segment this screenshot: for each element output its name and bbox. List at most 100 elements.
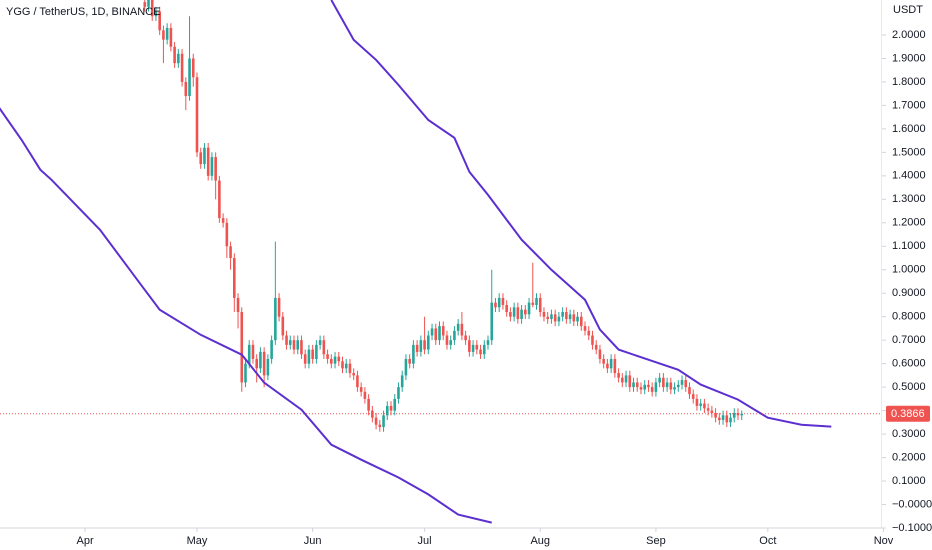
y-tick-label: 0.8000 — [892, 311, 926, 323]
candle-body — [662, 377, 665, 388]
candle-body — [676, 384, 680, 388]
y-tick-label: 0.3000 — [892, 428, 926, 440]
y-tick-label: 1.7000 — [892, 99, 926, 111]
y-tick-label: 1.5000 — [892, 146, 926, 158]
candle-body — [497, 297, 501, 308]
candle-body — [165, 27, 169, 40]
candle-body — [531, 302, 535, 305]
candle-body — [624, 375, 628, 383]
x-tick-label: May — [187, 535, 208, 547]
y-axis-label: USDT — [893, 4, 923, 16]
axes: 2.0000 1.9000 1.8000 1.7000 1.6000 1.5000 1.40… — [77, 29, 932, 547]
candle-body — [706, 408, 710, 411]
candle-body — [330, 358, 333, 364]
candle-body — [591, 335, 594, 345]
candle-body — [154, 11, 158, 17]
y-tick-label: 1.6000 — [892, 123, 926, 135]
candle-body — [602, 358, 605, 364]
price-axis-panel — [882, 0, 932, 550]
candle-body — [449, 340, 453, 345]
candle-body — [453, 330, 456, 341]
candle-body — [147, 0, 150, 7]
candle-body — [703, 403, 706, 409]
plot-area — [0, 0, 882, 524]
candle-body — [658, 377, 661, 383]
candle-body — [494, 302, 497, 308]
y-tick-label: 0.5000 — [892, 381, 926, 393]
candle-body — [393, 398, 397, 411]
candle-body — [557, 316, 561, 322]
candle-body — [732, 412, 736, 418]
candle-body — [415, 344, 419, 352]
candle-body — [367, 398, 370, 411]
candle-body — [576, 316, 579, 322]
candle-body — [691, 394, 695, 399]
candle-body — [688, 387, 691, 395]
candle-body — [561, 312, 564, 317]
candle-body — [229, 246, 232, 259]
candle-body — [587, 330, 591, 336]
y-tick-label: 0.7000 — [892, 334, 926, 346]
candle-body — [374, 417, 378, 425]
candle-body — [438, 326, 441, 341]
candle-body — [423, 340, 426, 350]
candle-body — [214, 157, 217, 181]
candle-body — [191, 58, 195, 78]
candle-body — [180, 53, 184, 82]
candle-body — [471, 344, 475, 352]
candle-body — [259, 351, 262, 369]
candle-body — [303, 354, 307, 364]
y-tick-label: 0.6000 — [892, 358, 926, 370]
candle-body — [292, 340, 296, 350]
candle-body — [288, 340, 292, 345]
y-tick-label: 1.8000 — [892, 76, 926, 88]
candle-body — [695, 398, 699, 406]
candle-body — [490, 302, 494, 341]
candle-body — [482, 344, 486, 355]
candle-body — [389, 405, 393, 411]
candle-body — [524, 309, 527, 315]
candle-body — [527, 302, 531, 315]
y-tick-label: 1.3000 — [892, 193, 926, 205]
candle-body — [535, 297, 538, 305]
candle-body — [639, 387, 643, 390]
x-tick-label: Aug — [530, 535, 550, 547]
candle-body — [460, 323, 464, 336]
candle-body — [512, 307, 516, 317]
candle-body — [516, 307, 520, 320]
candle-body — [501, 297, 505, 305]
candle-body — [550, 314, 553, 320]
candle-body — [568, 314, 572, 320]
candle-body — [565, 312, 568, 320]
candle-body — [412, 344, 415, 364]
x-tick-label: Apr — [77, 535, 94, 547]
candle-body — [195, 77, 199, 153]
candle-body — [468, 340, 471, 352]
candle-body — [300, 340, 303, 355]
candle-body — [520, 309, 523, 320]
candle-body — [729, 417, 732, 423]
candle-body — [740, 413, 744, 416]
candle-body — [430, 328, 434, 336]
last-price-box — [886, 405, 930, 422]
candle-body — [669, 382, 673, 390]
candle-body — [162, 30, 165, 40]
y-tick-label: 0.2000 — [892, 451, 926, 463]
candle-body — [464, 335, 467, 341]
candle-body — [594, 344, 598, 350]
candle-body — [236, 297, 240, 313]
candle-body — [266, 358, 270, 376]
candle-body — [344, 363, 348, 369]
candle-body — [542, 312, 546, 317]
candle-body — [427, 335, 430, 350]
candle-body — [337, 356, 341, 362]
candle-body — [665, 382, 669, 388]
y-tick-label: 1.4000 — [892, 170, 926, 182]
candle-body — [322, 340, 326, 355]
candle-body — [579, 316, 583, 327]
candle-body — [397, 387, 400, 399]
candle-body — [247, 344, 251, 364]
candle-body — [673, 387, 676, 390]
candle-body — [538, 297, 542, 313]
candle-body — [203, 147, 206, 165]
